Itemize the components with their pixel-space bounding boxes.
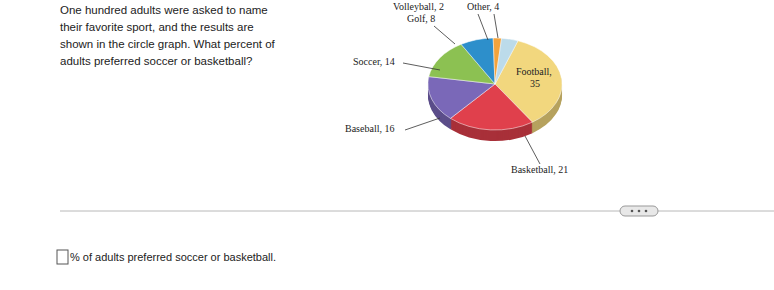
leader-line	[403, 63, 440, 70]
more-dot[interactable]	[638, 210, 641, 213]
question-line: One hundred adults were asked to name	[60, 4, 268, 16]
question-line: shown in the circle graph. What percent …	[60, 38, 276, 50]
answer-input[interactable]	[57, 250, 68, 264]
question: One hundred adults were asked to name the…	[60, 4, 276, 67]
data-label: Baseball, 16	[345, 123, 394, 134]
slice: Other	[495, 38, 518, 84]
data-label: Football,35	[516, 66, 552, 89]
more-dot[interactable]	[645, 210, 648, 213]
data-label: Volleyball, 2	[393, 1, 444, 12]
more-dot[interactable]	[631, 210, 634, 213]
data-label: Soccer, 14	[353, 56, 395, 67]
data-labels: Football,35 Basketball, 21 Baseball, 16 Soc…	[345, 1, 568, 175]
pie-side	[428, 39, 562, 131]
question-line: their favorite sport, and the results ar…	[60, 21, 254, 33]
leader-line	[478, 14, 488, 40]
data-label: Other, 4	[467, 1, 499, 12]
slice: Golf	[461, 38, 495, 84]
divider	[60, 211, 774, 212]
question-line: adults preferred soccer or basketball?	[60, 55, 252, 67]
data-label: Basketball, 21	[511, 164, 568, 175]
data-label: Golf, 8	[407, 13, 435, 24]
leader-line	[434, 26, 455, 44]
more-button[interactable]	[620, 206, 658, 216]
plot: FootballBasketballBaseballSoccerGolfVoll…	[428, 38, 562, 141]
page: One hundred adults were asked to name the…	[0, 0, 774, 290]
leader-line	[405, 118, 440, 130]
leader-line	[494, 14, 498, 38]
answer-suffix: % of adults preferred soccer or basketba…	[70, 251, 276, 263]
more-button-bg[interactable]	[620, 206, 658, 216]
leader-line	[525, 136, 540, 164]
pie-top: FootballBasketballBaseballSoccerGolfVoll…	[428, 38, 562, 130]
